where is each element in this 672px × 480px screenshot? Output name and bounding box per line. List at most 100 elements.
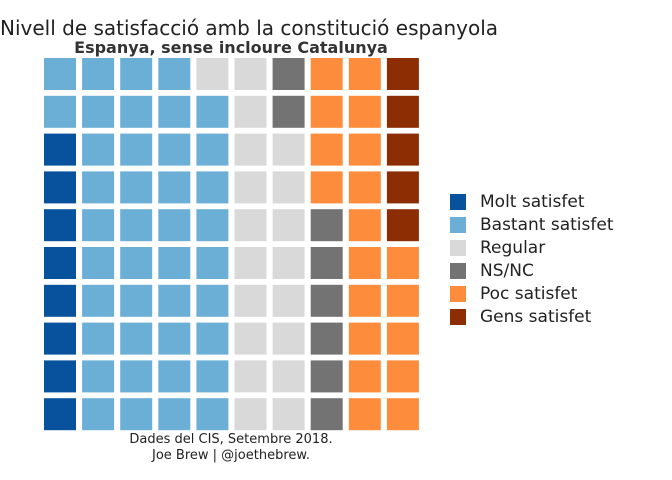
waffle-square-ns-nc [310, 247, 343, 279]
waffle-square-regular [234, 133, 267, 166]
waffle-square-molt-satisfet [44, 247, 76, 279]
legend-label: Regular [480, 237, 546, 258]
waffle-square-bastant-satisfet [82, 247, 115, 279]
waffle-square-regular [234, 58, 267, 90]
waffle-square-bastant-satisfet [120, 398, 153, 431]
waffle-square-gens-satisfet [386, 95, 419, 128]
waffle-square-regular [234, 247, 267, 279]
waffle-square-bastant-satisfet [82, 398, 115, 431]
waffle-square-bastant-satisfet [120, 95, 153, 128]
waffle-square-poc-satisfet [348, 322, 381, 355]
waffle-square-ns-nc [310, 284, 343, 317]
waffle-square-poc-satisfet [386, 284, 419, 317]
waffle-square-poc-satisfet [348, 284, 381, 317]
waffle-square-bastant-satisfet [158, 247, 191, 279]
waffle-square-ns-nc [272, 95, 305, 128]
waffle-square-molt-satisfet [44, 171, 76, 204]
waffle-square-bastant-satisfet [158, 398, 191, 431]
waffle-square-bastant-satisfet [158, 95, 191, 128]
waffle-square-bastant-satisfet [44, 58, 76, 90]
waffle-square-poc-satisfet [348, 133, 381, 166]
legend-item-molt-satisfet: Molt satisfet [450, 190, 614, 213]
waffle-square-regular [234, 284, 267, 317]
waffle-square-bastant-satisfet [120, 322, 153, 355]
waffle-square-bastant-satisfet [120, 209, 153, 242]
legend-swatch [450, 262, 466, 279]
legend-swatch [450, 193, 466, 210]
waffle-square-bastant-satisfet [196, 171, 229, 204]
waffle-square-bastant-satisfet [82, 171, 115, 204]
waffle-square-ns-nc [310, 360, 343, 393]
waffle-square-regular [272, 398, 305, 431]
waffle-square-molt-satisfet [44, 360, 76, 393]
waffle-square-poc-satisfet [348, 171, 381, 204]
waffle-square-bastant-satisfet [158, 58, 191, 90]
waffle-square-bastant-satisfet [120, 247, 153, 279]
legend-swatch [450, 216, 466, 233]
waffle-square-molt-satisfet [44, 133, 76, 166]
legend-swatch [450, 285, 466, 302]
waffle-square-ns-nc [272, 58, 305, 90]
waffle-square-bastant-satisfet [158, 360, 191, 393]
waffle-square-gens-satisfet [386, 133, 419, 166]
waffle-square-bastant-satisfet [82, 360, 115, 393]
waffle-square-molt-satisfet [44, 398, 76, 431]
waffle-square-bastant-satisfet [158, 209, 191, 242]
waffle-square-poc-satisfet [348, 247, 381, 279]
waffle-square-bastant-satisfet [196, 360, 229, 393]
waffle-square-regular [234, 398, 267, 431]
waffle-square-bastant-satisfet [82, 322, 115, 355]
chart-title: Nivell de satisfacció amb la constitució… [0, 16, 499, 40]
waffle-square-bastant-satisfet [82, 133, 115, 166]
legend-item-gens-satisfet: Gens satisfet [450, 305, 614, 328]
waffle-square-regular [272, 133, 305, 166]
waffle-square-regular [272, 284, 305, 317]
waffle-square-gens-satisfet [386, 171, 419, 204]
waffle-square-bastant-satisfet [196, 322, 229, 355]
waffle-square-bastant-satisfet [196, 95, 229, 128]
waffle-square-bastant-satisfet [120, 284, 153, 317]
waffle-square-regular [234, 95, 267, 128]
legend-label: Bastant satisfet [480, 214, 614, 235]
waffle-square-bastant-satisfet [158, 284, 191, 317]
waffle-square-bastant-satisfet [120, 171, 153, 204]
waffle-square-poc-satisfet [348, 209, 381, 242]
waffle-square-bastant-satisfet [158, 133, 191, 166]
waffle-square-ns-nc [310, 209, 343, 242]
waffle-square-bastant-satisfet [158, 171, 191, 204]
waffle-square-poc-satisfet [348, 95, 381, 128]
waffle-square-regular [234, 322, 267, 355]
legend-swatch [450, 308, 466, 325]
waffle-square-regular [196, 58, 229, 90]
caption-author: Joe Brew | @joethebrew. [152, 448, 310, 463]
waffle-square-regular [272, 322, 305, 355]
legend-item-ns-nc: NS/NC [450, 259, 614, 282]
legend-item-poc-satisfet: Poc satisfet [450, 282, 614, 305]
waffle-square-regular [272, 171, 305, 204]
legend: Molt satisfet Bastant satisfet Regular N… [450, 190, 614, 328]
waffle-square-bastant-satisfet [120, 360, 153, 393]
waffle-square-regular [234, 171, 267, 204]
legend-item-bastant-satisfet: Bastant satisfet [450, 213, 614, 236]
waffle-square-molt-satisfet [44, 284, 76, 317]
waffle-square-poc-satisfet [386, 322, 419, 355]
waffle-square-poc-satisfet [386, 247, 419, 279]
waffle-square-bastant-satisfet [196, 209, 229, 242]
waffle-square-molt-satisfet [44, 322, 76, 355]
waffle-square-bastant-satisfet [196, 133, 229, 166]
chart-subtitle: Espanya, sense incloure Catalunya [74, 38, 388, 57]
waffle-square-poc-satisfet [386, 360, 419, 393]
waffle-square-bastant-satisfet [120, 58, 153, 90]
waffle-square-bastant-satisfet [82, 209, 115, 242]
caption-source: Dades del CIS, Setembre 2018. [129, 432, 333, 447]
legend-label: NS/NC [480, 260, 534, 281]
waffle-square-ns-nc [310, 322, 343, 355]
legend-swatch [450, 239, 466, 256]
waffle-square-gens-satisfet [386, 209, 419, 242]
waffle-square-regular [234, 209, 267, 242]
waffle-square-poc-satisfet [348, 58, 381, 90]
waffle-square-bastant-satisfet [196, 398, 229, 431]
waffle-square-bastant-satisfet [44, 95, 76, 128]
